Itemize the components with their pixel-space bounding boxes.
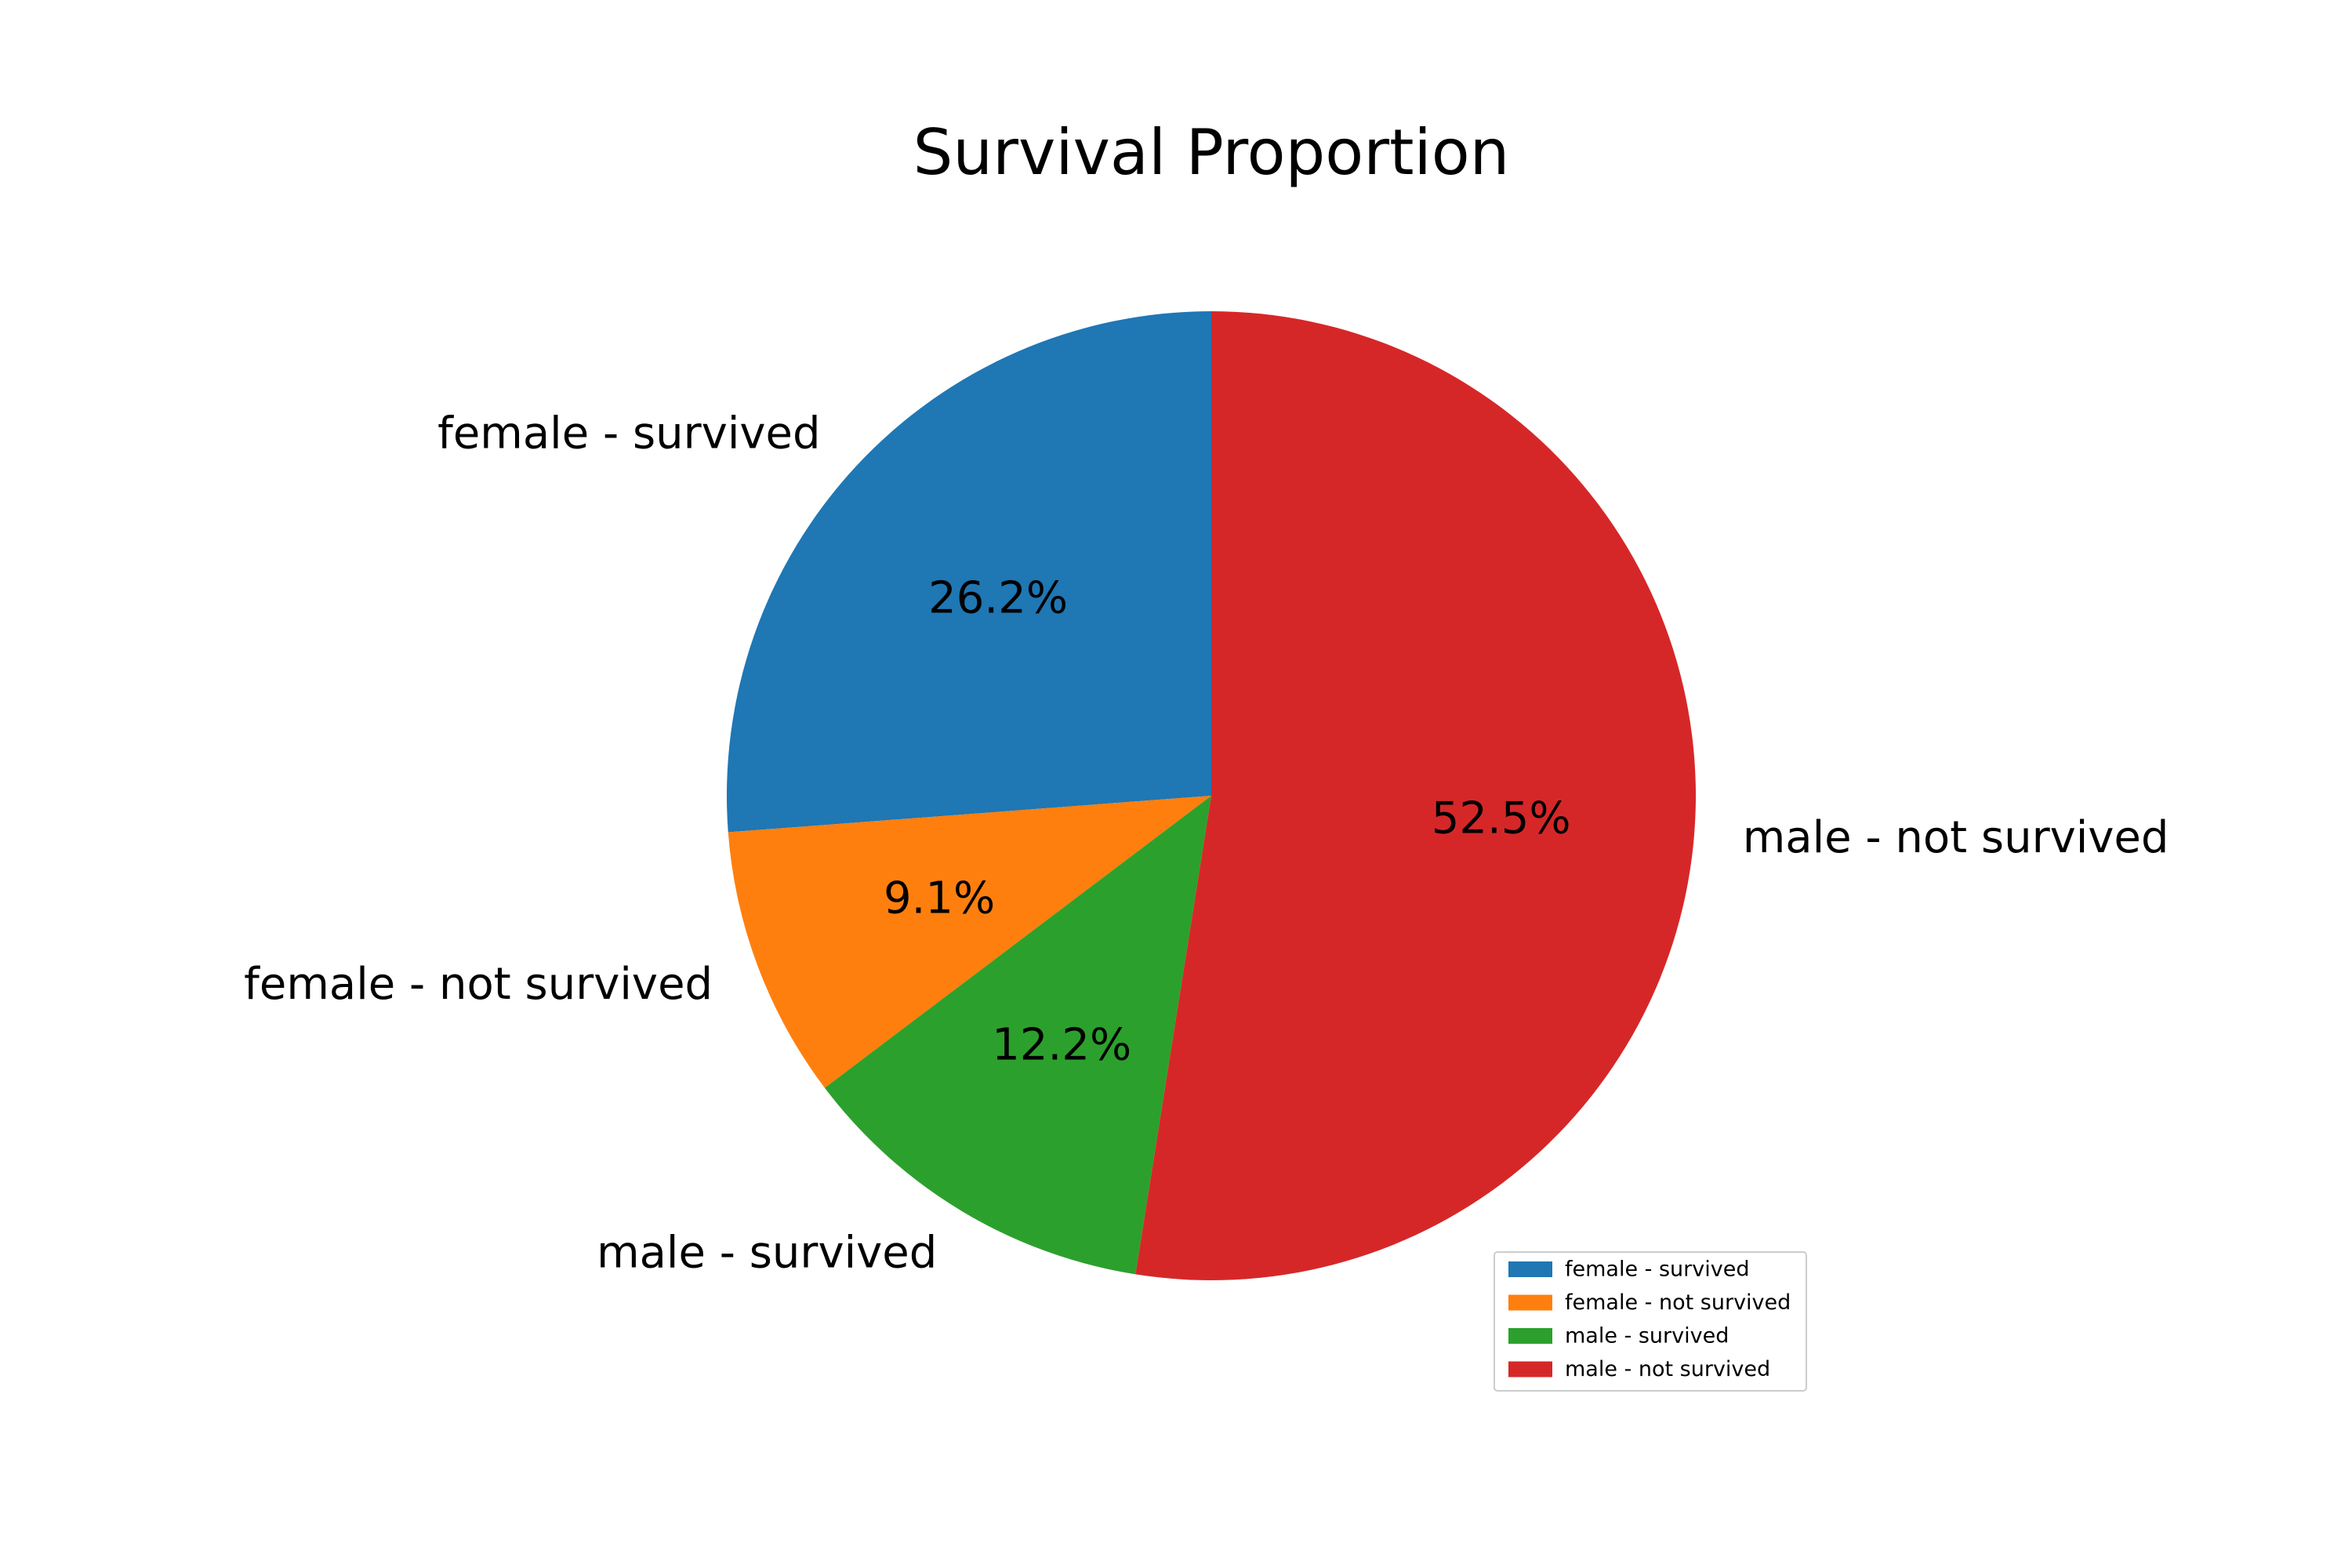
legend-swatch-female-survived — [1508, 1261, 1552, 1277]
legend-label-female-survived: female - survived — [1565, 1258, 1749, 1282]
pie-slice-female-survived — [727, 311, 1211, 833]
pct-label-male-not-survived: 52.5% — [1432, 793, 1571, 844]
slice-label-male-survived: male - survived — [597, 1227, 937, 1278]
chart-title: Survival Proportion — [913, 116, 1510, 189]
legend-label-male-not-survived: male - not survived — [1565, 1357, 1770, 1381]
legend-frame — [1494, 1251, 1807, 1392]
pct-label-female-survived: 26.2% — [928, 572, 1068, 623]
pie-slice-male-survived — [824, 796, 1211, 1275]
slice-label-female-not-survived: female - not survived — [244, 959, 713, 1010]
legend-entries: female - survived female - not survived ma… — [1508, 1258, 1791, 1381]
legend-label-female-not-survived: female - not survived — [1565, 1290, 1791, 1315]
percentage-labels: 26.2% 9.1% 12.2% 52.5% — [884, 572, 1571, 1070]
legend-swatch-male-not-survived — [1508, 1361, 1552, 1377]
legend-swatch-male-survived — [1508, 1328, 1552, 1344]
legend: female - survived female - not survived ma… — [1494, 1251, 1807, 1392]
legend-swatch-female-not-survived — [1508, 1294, 1552, 1311]
pct-label-male-survived: 12.2% — [992, 1019, 1131, 1070]
legend-label-male-survived: male - survived — [1565, 1324, 1729, 1348]
slice-label-female-survived: female - survived — [437, 408, 820, 459]
pie-slice-female-not-survived — [728, 796, 1211, 1088]
slice-label-male-not-survived: male - not survived — [1743, 812, 2169, 863]
pie-slice-male-not-survived — [1135, 311, 1697, 1280]
slice-labels: female - survived female - not survived ma… — [244, 408, 2169, 1278]
pct-label-female-not-survived: 9.1% — [884, 873, 995, 924]
pie-slices — [727, 311, 1697, 1280]
